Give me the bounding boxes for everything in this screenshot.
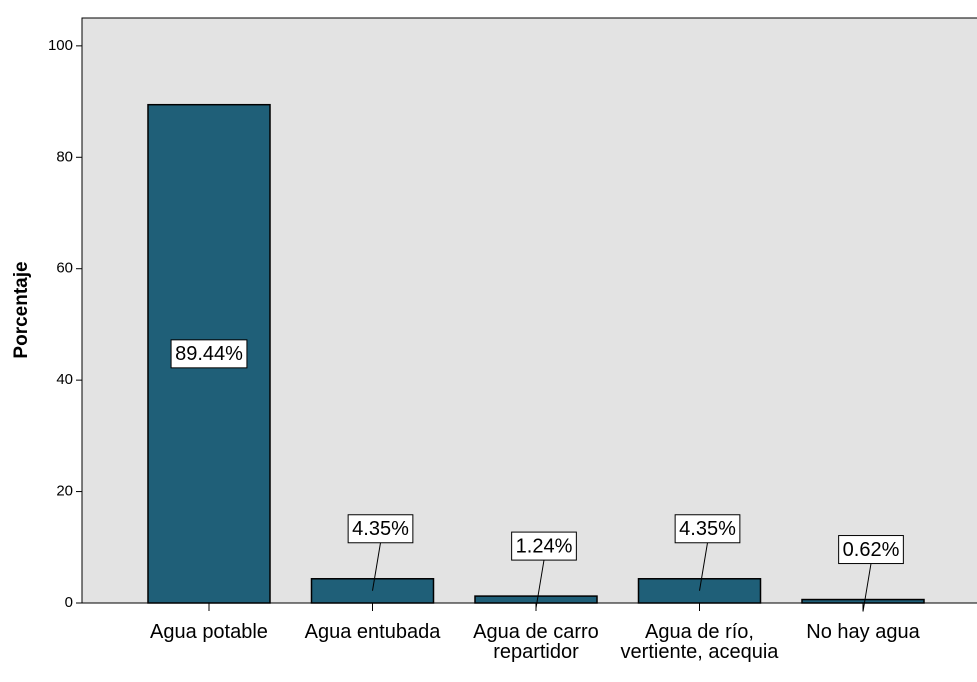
bar (310, 578, 435, 604)
label-box (838, 535, 904, 565)
bar (474, 595, 598, 604)
label-box (674, 514, 741, 544)
y-axis-title: Porcentaje (11, 261, 32, 358)
data-label: 4.35% (679, 518, 736, 540)
label-leader (535, 560, 545, 609)
label-leader (372, 542, 381, 591)
label-leader (699, 542, 708, 591)
x-tick-label: Agua de carro repartidor (473, 621, 599, 663)
label-leader (862, 563, 872, 612)
label-box (511, 531, 577, 561)
bar (637, 578, 762, 604)
x-tick-label: Agua potable (150, 621, 268, 643)
data-label: 4.35% (352, 518, 409, 540)
x-tick-label: Agua entubada (304, 621, 441, 643)
label-box (170, 339, 248, 369)
x-tick-label: Agua de río, vertiente, acequia (620, 621, 779, 663)
x-tick-label: No hay agua (806, 621, 920, 643)
label-box (347, 514, 414, 544)
y-tick-label: 80 (56, 148, 73, 165)
bar (801, 598, 925, 604)
data-label: 0.62% (843, 539, 900, 561)
y-tick-label: 0 (65, 594, 73, 611)
data-label: 89.44% (175, 343, 243, 365)
y-tick-label: 40 (56, 371, 73, 388)
y-tick-label: 100 (48, 37, 73, 54)
y-tick-label: 20 (56, 483, 73, 500)
y-tick-label: 60 (56, 260, 73, 277)
data-label: 1.24% (516, 535, 573, 557)
